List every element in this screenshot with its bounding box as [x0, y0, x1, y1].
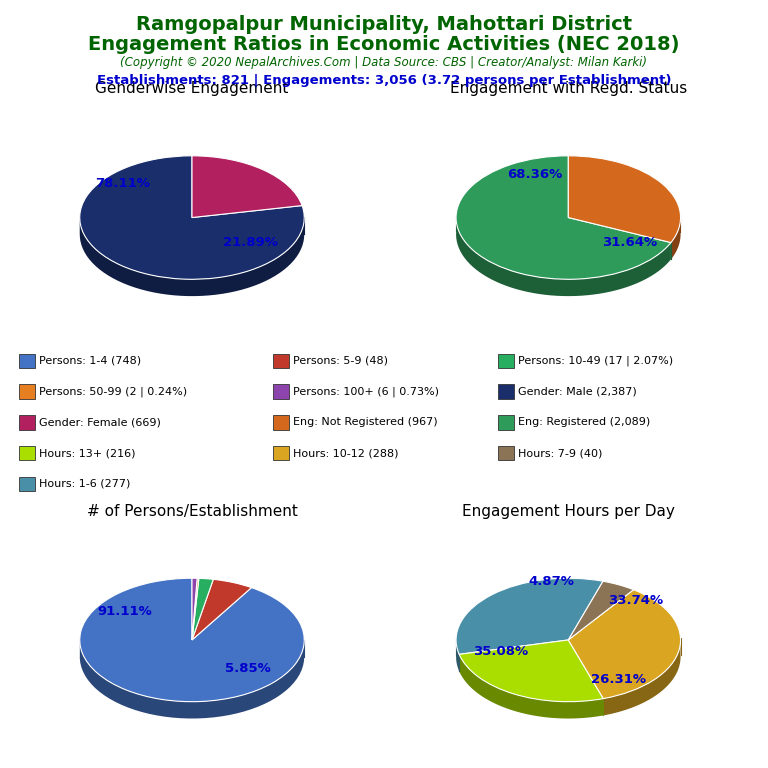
Text: Engagement Ratios in Economic Activities (NEC 2018): Engagement Ratios in Economic Activities… — [88, 35, 680, 54]
Text: 35.08%: 35.08% — [473, 644, 528, 657]
Wedge shape — [456, 578, 603, 654]
Text: Hours: 1-6 (277): Hours: 1-6 (277) — [39, 478, 131, 489]
Wedge shape — [456, 156, 671, 280]
Text: Gender: Male (2,387): Gender: Male (2,387) — [518, 386, 637, 397]
Text: Persons: 1-4 (748): Persons: 1-4 (748) — [39, 356, 141, 366]
Text: Persons: 50-99 (2 | 0.24%): Persons: 50-99 (2 | 0.24%) — [39, 386, 187, 397]
Text: (Copyright © 2020 NepalArchives.Com | Data Source: CBS | Creator/Analyst: Milan : (Copyright © 2020 NepalArchives.Com | Da… — [121, 56, 647, 69]
Text: Engagement Hours per Day: Engagement Hours per Day — [462, 504, 675, 518]
Wedge shape — [80, 156, 304, 280]
Wedge shape — [192, 579, 251, 640]
Text: 68.36%: 68.36% — [507, 168, 562, 181]
Text: 21.89%: 21.89% — [223, 236, 278, 249]
Text: Establishments: 821 | Engagements: 3,056 (3.72 persons per Establishment): Establishments: 821 | Engagements: 3,056… — [97, 74, 671, 88]
Text: 78.11%: 78.11% — [95, 177, 150, 190]
Text: 91.11%: 91.11% — [98, 605, 152, 618]
Polygon shape — [80, 217, 304, 296]
Text: Hours: 7-9 (40): Hours: 7-9 (40) — [518, 448, 602, 458]
Text: Persons: 100+ (6 | 0.73%): Persons: 100+ (6 | 0.73%) — [293, 386, 439, 397]
Polygon shape — [604, 638, 680, 716]
Text: 5.85%: 5.85% — [225, 661, 271, 674]
Text: Ramgopalpur Municipality, Mahottari District: Ramgopalpur Municipality, Mahottari Dist… — [136, 15, 632, 35]
Text: Eng: Not Registered (967): Eng: Not Registered (967) — [293, 417, 437, 428]
Text: Genderwise Engagement: Genderwise Engagement — [95, 81, 289, 96]
Wedge shape — [80, 578, 304, 702]
Text: 31.64%: 31.64% — [602, 236, 657, 249]
Polygon shape — [459, 654, 604, 719]
Polygon shape — [671, 215, 680, 260]
Wedge shape — [192, 578, 199, 640]
Polygon shape — [456, 214, 671, 296]
Polygon shape — [80, 637, 304, 719]
Wedge shape — [192, 578, 197, 640]
Polygon shape — [456, 638, 459, 671]
Wedge shape — [192, 156, 302, 217]
Wedge shape — [192, 578, 214, 640]
Text: Hours: 10-12 (288): Hours: 10-12 (288) — [293, 448, 398, 458]
Wedge shape — [459, 640, 604, 702]
Wedge shape — [568, 590, 680, 699]
Text: # of Persons/Establishment: # of Persons/Establishment — [87, 504, 297, 518]
Text: Persons: 5-9 (48): Persons: 5-9 (48) — [293, 356, 388, 366]
Text: Eng: Registered (2,089): Eng: Registered (2,089) — [518, 417, 650, 428]
Text: Engagement with Regd. Status: Engagement with Regd. Status — [450, 81, 687, 96]
Text: Gender: Female (669): Gender: Female (669) — [39, 417, 161, 428]
Wedge shape — [568, 156, 680, 243]
Text: 33.74%: 33.74% — [608, 594, 664, 607]
Text: 26.31%: 26.31% — [591, 673, 647, 686]
Text: 4.87%: 4.87% — [528, 575, 574, 588]
Text: Persons: 10-49 (17 | 2.07%): Persons: 10-49 (17 | 2.07%) — [518, 356, 673, 366]
Text: Hours: 13+ (216): Hours: 13+ (216) — [39, 448, 136, 458]
Wedge shape — [568, 581, 634, 640]
